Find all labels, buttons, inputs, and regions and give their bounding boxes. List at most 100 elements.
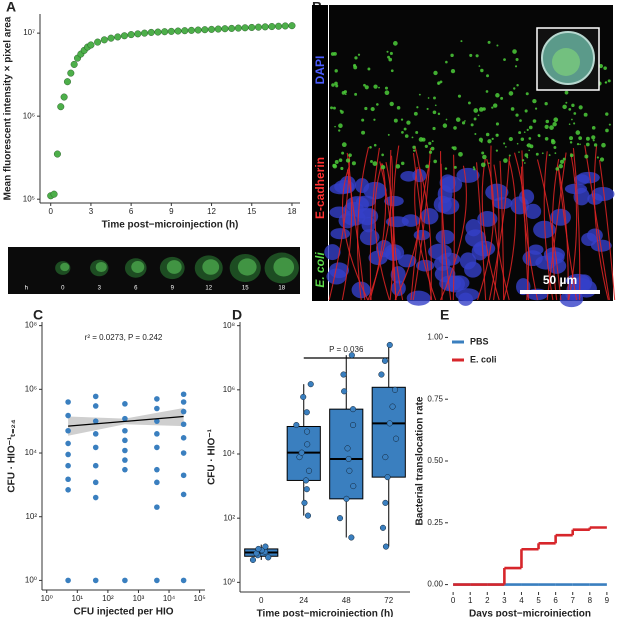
bacterium [404, 134, 409, 138]
point [382, 454, 389, 461]
y-axis-title: Mean fluorescent intensity × pixel area [3, 16, 14, 200]
bacterium [445, 118, 448, 121]
bacterium [532, 119, 537, 123]
x-tick-label: 1 [468, 596, 473, 605]
frame-core [60, 262, 70, 272]
cell-border [503, 160, 517, 301]
bacterium [605, 128, 609, 133]
y-axis-title: CFU · HIO⁻¹ₜ₌₂₄ [7, 419, 18, 492]
nucleus [576, 274, 593, 291]
point [303, 409, 310, 416]
bacterium [338, 129, 341, 132]
point [154, 466, 160, 473]
point [154, 577, 160, 584]
point [348, 534, 355, 541]
bacterium [573, 112, 577, 115]
point [122, 401, 128, 407]
point [180, 450, 187, 456]
bacterium [345, 158, 351, 163]
x-tick-label: 3 [89, 207, 94, 216]
bacterium [367, 67, 371, 71]
x-axis-title: Days post−microinjection [469, 609, 591, 617]
bacterium [431, 140, 434, 143]
frame-core [95, 261, 107, 273]
bacterium [512, 49, 517, 54]
bacterium [592, 139, 595, 142]
x-tick-label: 10⁵ [194, 594, 206, 603]
bacterium [403, 127, 407, 131]
bacterium [492, 103, 498, 108]
bacterium [548, 154, 551, 157]
cell-border [572, 147, 581, 301]
bacterium [393, 41, 398, 46]
bacterium [569, 141, 573, 144]
point [228, 24, 236, 32]
bacterium [473, 117, 477, 121]
bacterium [433, 159, 437, 164]
bacterium [432, 126, 436, 131]
x-tick-label: 10¹ [72, 594, 84, 603]
panel-letter: A [6, 0, 16, 15]
point [154, 418, 160, 424]
bacterium [330, 106, 334, 110]
bacterium [482, 154, 487, 160]
point [65, 440, 71, 447]
bacterium [510, 107, 515, 111]
channel-label: E-cadherin [313, 157, 327, 219]
cell-border [488, 156, 510, 301]
point [262, 543, 269, 550]
bacterium [487, 139, 492, 144]
bacterium [480, 68, 484, 73]
bacterium [372, 161, 378, 166]
bacterium [473, 108, 479, 113]
x-tick-label: 6 [553, 596, 558, 605]
bacterium [413, 111, 418, 116]
point [141, 29, 149, 37]
bacterium [496, 44, 499, 47]
bacterium [376, 103, 379, 106]
annotation: P = 0.036 [329, 345, 364, 354]
cell-border [513, 152, 530, 301]
x-tick-label: 9 [169, 207, 174, 216]
bacterium [569, 136, 574, 141]
bacterium [364, 106, 368, 111]
bacterium [406, 120, 411, 125]
bacterium [564, 90, 569, 95]
point [161, 28, 169, 36]
y-tick-label: 10² [223, 513, 235, 522]
point [214, 25, 222, 33]
point [180, 491, 187, 498]
bacterium [353, 63, 357, 67]
point [154, 396, 160, 402]
cell-border [493, 164, 500, 301]
bacterium [437, 112, 441, 116]
bacterium [478, 65, 481, 67]
y-tick-label: 10⁵ [23, 194, 35, 203]
point [275, 22, 283, 30]
y-tick-label: 10² [25, 512, 37, 521]
point [305, 467, 313, 474]
bacterium [332, 106, 336, 110]
point [389, 403, 396, 410]
cell-border [557, 166, 578, 301]
bacterium [474, 132, 477, 135]
bacterium [343, 90, 347, 94]
point [174, 27, 182, 35]
bacterium [341, 151, 345, 155]
bacterium [384, 86, 388, 90]
point [346, 467, 353, 474]
point [254, 23, 262, 31]
bacterium [524, 153, 529, 157]
cell-border [558, 169, 569, 301]
bacterium [338, 123, 343, 128]
bacterium [481, 151, 485, 155]
point [92, 403, 99, 409]
bacterium [535, 152, 539, 156]
point [249, 556, 257, 563]
point [65, 487, 71, 493]
point [248, 23, 256, 31]
x-tick-label: 0 [48, 207, 53, 216]
point [382, 499, 389, 506]
point [303, 486, 310, 493]
